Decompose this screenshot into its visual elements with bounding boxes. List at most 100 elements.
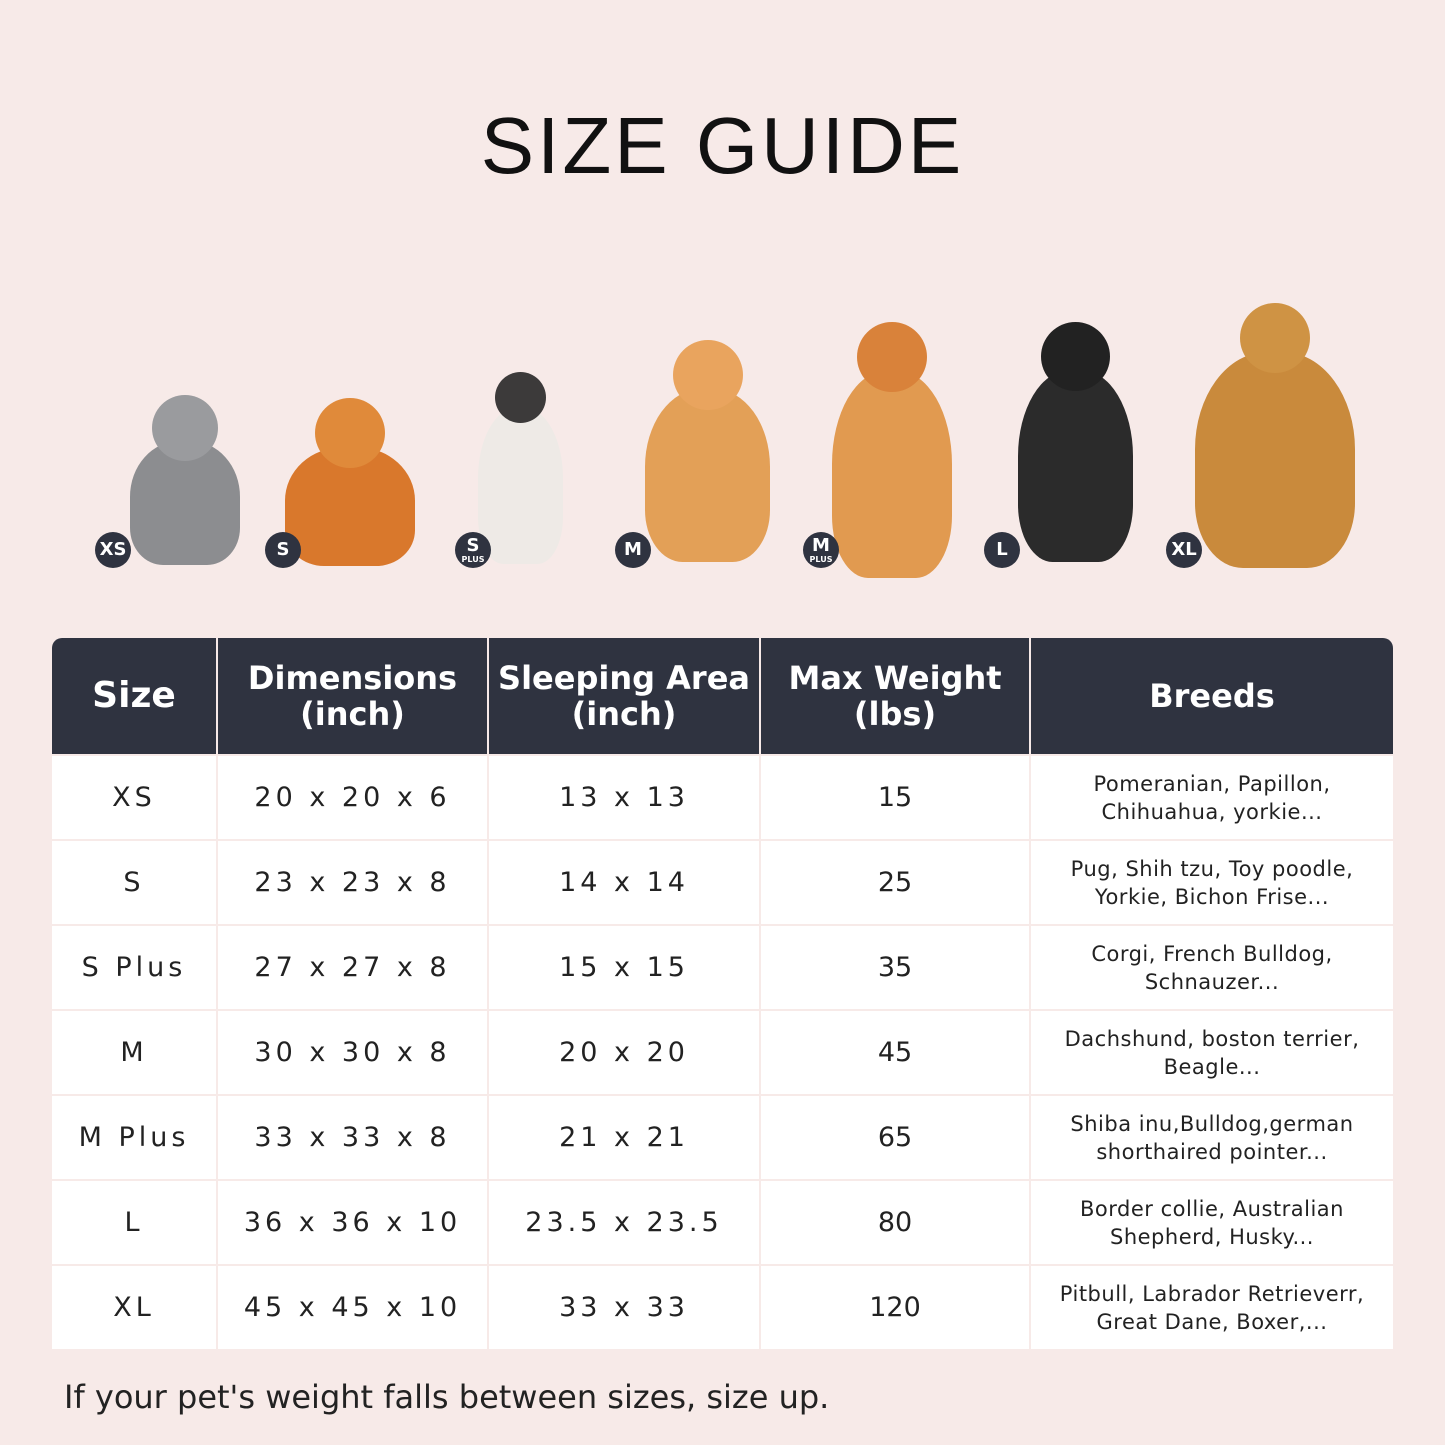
size-cell: XL: [52, 1266, 216, 1349]
breeds-cell: Pug, Shih tzu, Toy poodle, Yorkie, Bichon…: [1031, 841, 1393, 924]
pet-head: [152, 395, 218, 461]
breeds-line2: Shepherd, Husky...: [1110, 1224, 1314, 1249]
breeds-cell: Pitbull, Labrador Retrieverr, Great Dane,…: [1031, 1266, 1393, 1349]
sleeping-area-cell: 23.5 x 23.5: [489, 1181, 759, 1264]
sleeping-area-cell: 14 x 14: [489, 841, 759, 924]
breeds-line2: Great Dane, Boxer,...: [1096, 1309, 1328, 1334]
pet-golden-retriever: [1195, 303, 1355, 568]
breeds-line2: Yorkie, Bichon Frise...: [1094, 884, 1330, 909]
breeds-line1: Pitbull, Labrador Retrieverr,: [1059, 1281, 1365, 1306]
pet-shiba-inu: [832, 322, 952, 578]
header-line2: (inch): [571, 695, 677, 733]
breeds-line1: Border collie, Australian: [1080, 1196, 1344, 1221]
sleeping-area-cell: 20 x 20: [489, 1011, 759, 1094]
dimensions-cell: 23 x 23 x 8: [218, 841, 487, 924]
pet-british-shorthair-cat: [130, 395, 240, 565]
header-line1: Max Weight: [788, 659, 1002, 697]
pet-body: [832, 371, 952, 578]
breeds-line1: Pug, Shih tzu, Toy poodle,: [1070, 856, 1354, 881]
size-table: Size Dimensions (inch) Sleeping Area (inch) M…: [52, 638, 1393, 1349]
dimensions-cell: 20 x 20 x 6: [218, 756, 487, 839]
size-badge: L: [984, 532, 1020, 568]
dimensions-cell: 45 x 45 x 10: [218, 1266, 487, 1349]
badge-label: S: [276, 539, 290, 560]
pet-head: [672, 340, 743, 410]
size-cell: M: [52, 1011, 216, 1094]
header-line1: Size: [92, 675, 176, 716]
header-line1: Sleeping Area: [498, 659, 750, 697]
dimensions-cell: 36 x 36 x 10: [218, 1181, 487, 1264]
size-cell: M Plus: [52, 1096, 216, 1179]
dimensions-cell: 33 x 33 x 8: [218, 1096, 487, 1179]
breeds-line2: Schnauzer...: [1144, 969, 1280, 994]
breeds-line2: Beagle...: [1163, 1054, 1261, 1079]
breeds-line1: Dachshund, boston terrier,: [1064, 1026, 1360, 1051]
pet-pomeranian: [285, 398, 415, 566]
pet-body: [130, 441, 240, 565]
size-cell: XS: [52, 756, 216, 839]
page-title: SIZE GUIDE: [480, 101, 965, 190]
sleeping-area-cell: 33 x 33: [489, 1266, 759, 1349]
size-cell: S Plus: [52, 926, 216, 1009]
pet-body: [1195, 352, 1355, 568]
column-header: Dimensions (inch): [218, 638, 487, 754]
sizing-note: If your pet's weight falls between sizes…: [64, 1378, 830, 1416]
column-header: Sleeping Area (inch): [489, 638, 759, 754]
size-badge: S PLUS: [455, 532, 491, 568]
breeds-line2: Chihuahua, yorkie...: [1101, 799, 1323, 824]
max-weight-cell: 80: [761, 1181, 1029, 1264]
max-weight-cell: 25: [761, 841, 1029, 924]
column-header: Breeds: [1031, 638, 1393, 754]
breeds-line2: shorthaired pointer...: [1096, 1139, 1328, 1164]
pet-body: [645, 389, 770, 562]
dimensions-cell: 27 x 27 x 8: [218, 926, 487, 1009]
breeds-cell: Shiba inu,Bulldog,german shorthaired poin…: [1031, 1096, 1393, 1179]
pet-corgi: [645, 340, 770, 562]
pet-body: [478, 407, 563, 564]
breeds-cell: Dachshund, boston terrier, Beagle...: [1031, 1011, 1393, 1094]
size-badge: XL: [1166, 532, 1202, 568]
max-weight-cell: 65: [761, 1096, 1029, 1179]
max-weight-cell: 15: [761, 756, 1029, 839]
size-badge: XS: [95, 532, 131, 568]
size-cell: S: [52, 841, 216, 924]
badge-label: M: [812, 534, 830, 556]
sleeping-area-cell: 15 x 15: [489, 926, 759, 1009]
pet-head: [857, 322, 927, 392]
pet-head: [1240, 303, 1310, 373]
size-badge: S: [265, 532, 301, 568]
size-badge: M PLUS: [803, 532, 839, 568]
badge-label: M: [624, 539, 642, 560]
breeds-cell: Border collie, Australian Shepherd, Husky…: [1031, 1181, 1393, 1264]
header-line1: Breeds: [1149, 677, 1275, 715]
badge-sublabel: PLUS: [461, 554, 485, 564]
max-weight-cell: 45: [761, 1011, 1029, 1094]
sleeping-area-cell: 13 x 13: [489, 756, 759, 839]
pet-border-collie: [1018, 322, 1133, 562]
max-weight-cell: 120: [761, 1266, 1029, 1349]
badge-sublabel: PLUS: [809, 554, 833, 564]
badge-label: L: [996, 539, 1008, 560]
breeds-cell: Corgi, French Bulldog, Schnauzer...: [1031, 926, 1393, 1009]
pet-french-bulldog: [478, 372, 563, 564]
breeds-line1: Corgi, French Bulldog,: [1091, 941, 1333, 966]
breeds-line1: Pomeranian, Papillon,: [1093, 771, 1331, 796]
sleeping-area-cell: 21 x 21: [489, 1096, 759, 1179]
pet-head: [495, 372, 546, 423]
size-badge: M: [615, 532, 651, 568]
badge-label: XL: [1171, 539, 1197, 560]
pet-body: [1018, 370, 1133, 562]
size-cell: L: [52, 1181, 216, 1264]
column-header: Max Weight (lbs): [761, 638, 1029, 754]
badge-label: S: [466, 534, 480, 556]
header-line2: (inch): [300, 695, 405, 733]
dimensions-cell: 30 x 30 x 8: [218, 1011, 487, 1094]
header-line1: Dimensions: [247, 659, 458, 697]
breeds-cell: Pomeranian, Papillon, Chihuahua, yorkie..…: [1031, 756, 1393, 839]
column-header: Size: [52, 638, 216, 754]
pet-head: [1041, 322, 1110, 391]
breeds-line1: Shiba inu,Bulldog,german: [1070, 1111, 1354, 1136]
badge-label: XS: [99, 539, 127, 560]
pet-head: [315, 398, 385, 468]
header-line2: (lbs): [853, 695, 937, 733]
